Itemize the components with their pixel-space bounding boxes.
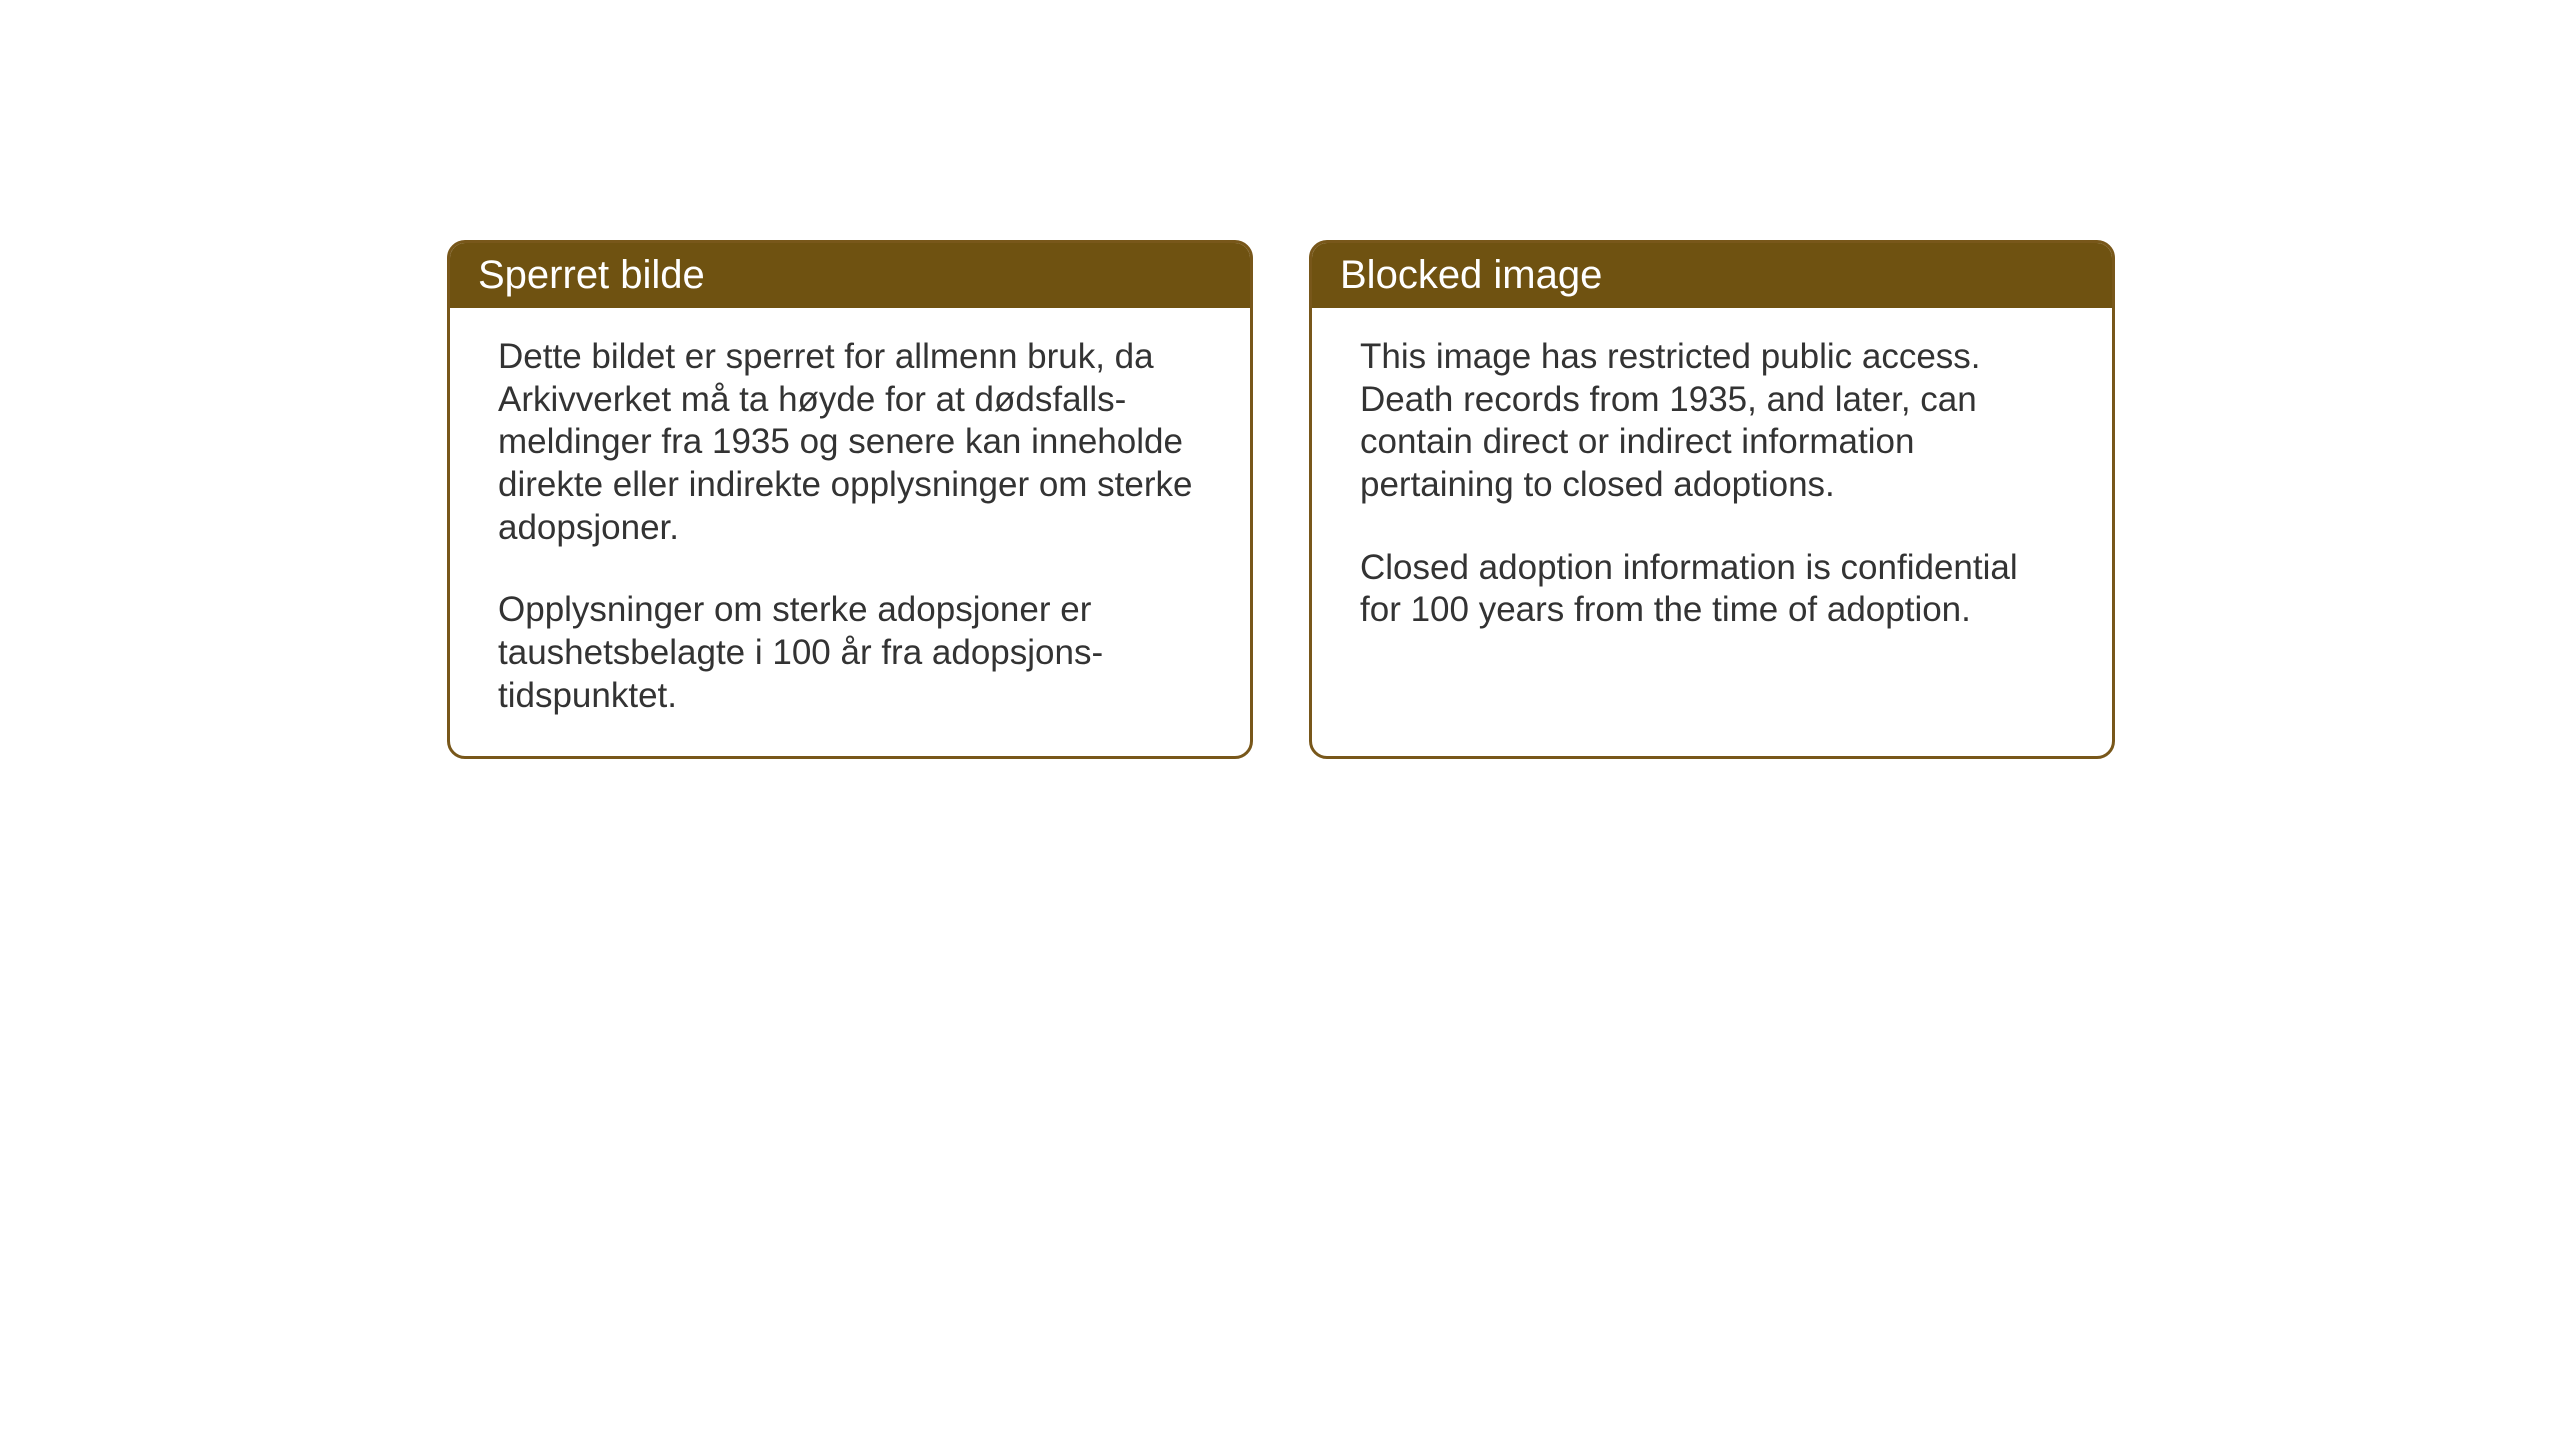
card-body-english: This image has restricted public access.… [1312,308,2112,748]
card-paragraph-2-norwegian: Opplysninger om sterke adopsjoner er tau… [498,589,1202,717]
card-title-english: Blocked image [1340,253,1602,297]
notice-card-english: Blocked image This image has restricted … [1309,240,2115,759]
card-header-english: Blocked image [1312,243,2112,308]
card-paragraph-2-english: Closed adoption information is confident… [1360,547,2064,632]
card-paragraph-1-english: This image has restricted public access.… [1360,336,2064,507]
card-paragraph-1-norwegian: Dette bildet er sperret for allmenn bruk… [498,336,1202,549]
notice-card-norwegian: Sperret bilde Dette bildet er sperret fo… [447,240,1253,759]
card-title-norwegian: Sperret bilde [478,253,705,297]
notice-container: Sperret bilde Dette bildet er sperret fo… [447,240,2115,759]
card-header-norwegian: Sperret bilde [450,243,1250,308]
card-body-norwegian: Dette bildet er sperret for allmenn bruk… [450,308,1250,756]
